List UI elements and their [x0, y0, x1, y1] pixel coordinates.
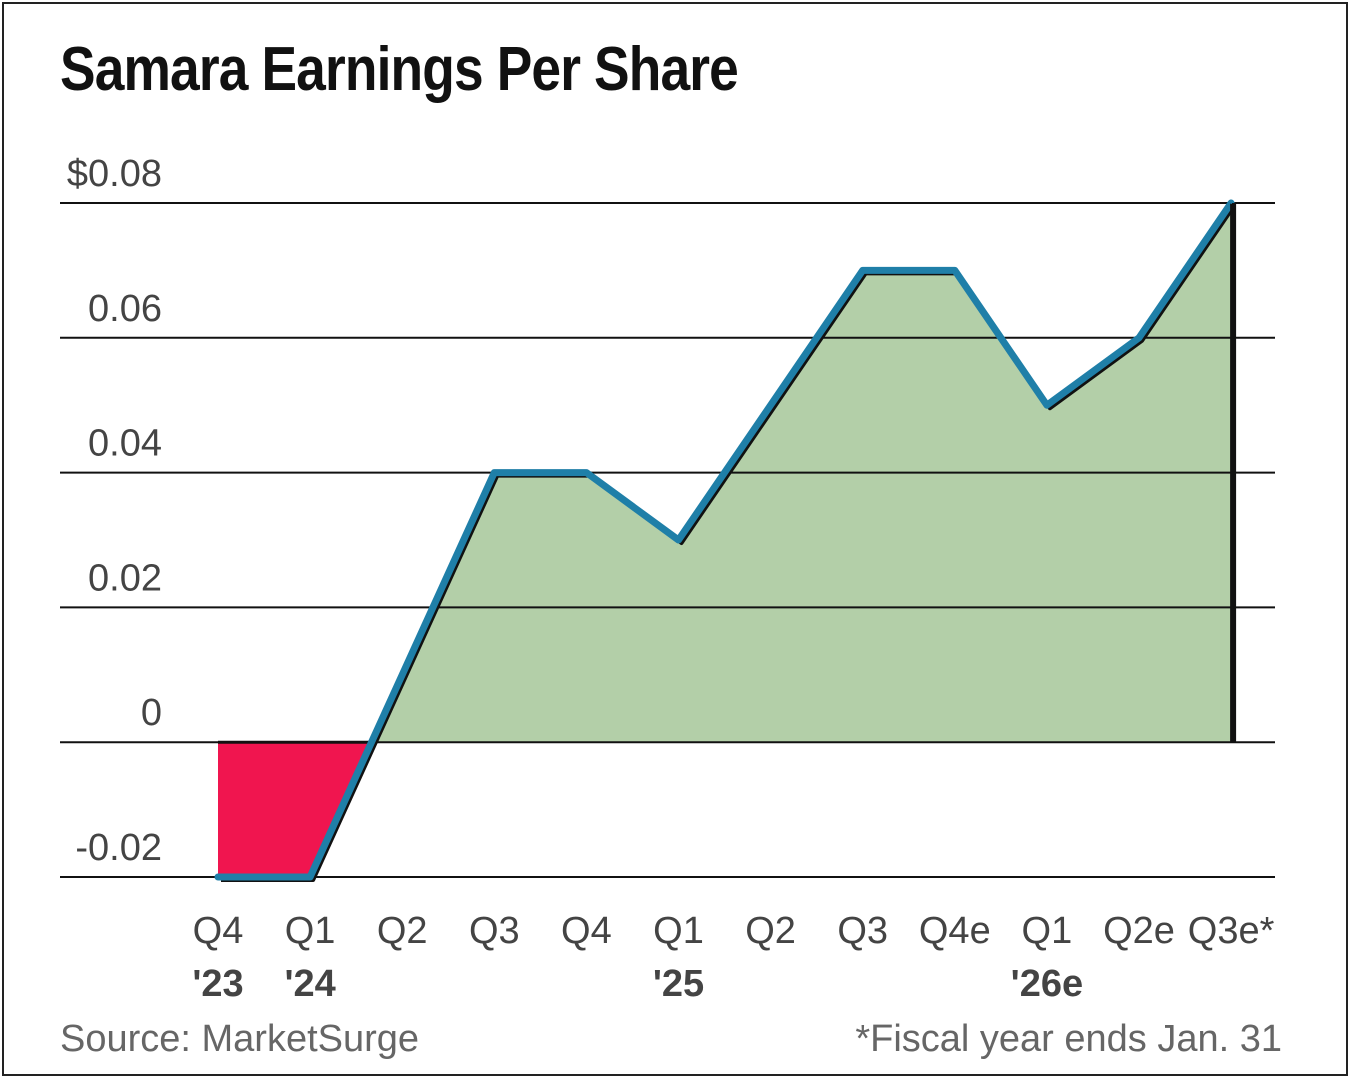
chart-title: Samara Earnings Per Share [60, 35, 739, 104]
y-tick-label: -0.02 [75, 827, 162, 869]
x-tick-label: Q2 [745, 910, 796, 952]
y-tick-label: 0.04 [88, 423, 162, 465]
x-year-label: '26e [1011, 963, 1083, 1005]
x-tick-label: Q2e [1103, 910, 1175, 952]
data-point-8 [953, 269, 956, 272]
data-point-10 [1138, 336, 1140, 339]
x-year-label: '25 [653, 963, 704, 1005]
data-point-6 [769, 404, 772, 407]
data-point-3 [493, 471, 496, 474]
x-tick-label: Q3 [837, 910, 888, 952]
data-point-1 [309, 876, 312, 878]
data-point-0 [217, 876, 219, 878]
eps-line-shadow [221, 204, 1236, 882]
x-tick-label: Q4 [193, 910, 244, 952]
y-tick-label: 0.06 [88, 288, 162, 330]
x-tick-label: Q1 [285, 910, 336, 952]
x-tick-label: Q3e* [1188, 910, 1275, 952]
data-point-7 [861, 269, 864, 272]
y-tick-label: 0 [141, 692, 162, 734]
y-tick-label: $0.08 [67, 153, 162, 195]
x-tick-label: Q4e [919, 910, 991, 952]
x-tick-label: Q2 [377, 910, 428, 952]
fiscal-year-footnote: *Fiscal year ends Jan. 31 [855, 1018, 1282, 1060]
data-point-11 [1230, 202, 1233, 204]
x-year-label: '24 [284, 963, 335, 1005]
x-tick-label: Q1 [1022, 910, 1073, 952]
x-tick-label: Q3 [469, 910, 520, 952]
source-note: Source: MarketSurge [60, 1018, 420, 1060]
x-year-label: '23 [192, 963, 243, 1005]
data-point-2 [401, 673, 404, 676]
x-tick-label: Q1 [653, 910, 704, 952]
negative-eps-area [218, 742, 372, 877]
data-point-4 [585, 471, 588, 474]
data-point-5 [677, 539, 680, 541]
eps-line [214, 199, 1235, 881]
x-tick-label: Q4 [561, 910, 612, 952]
data-point-9 [1045, 404, 1048, 407]
y-tick-label: 0.02 [88, 557, 162, 599]
